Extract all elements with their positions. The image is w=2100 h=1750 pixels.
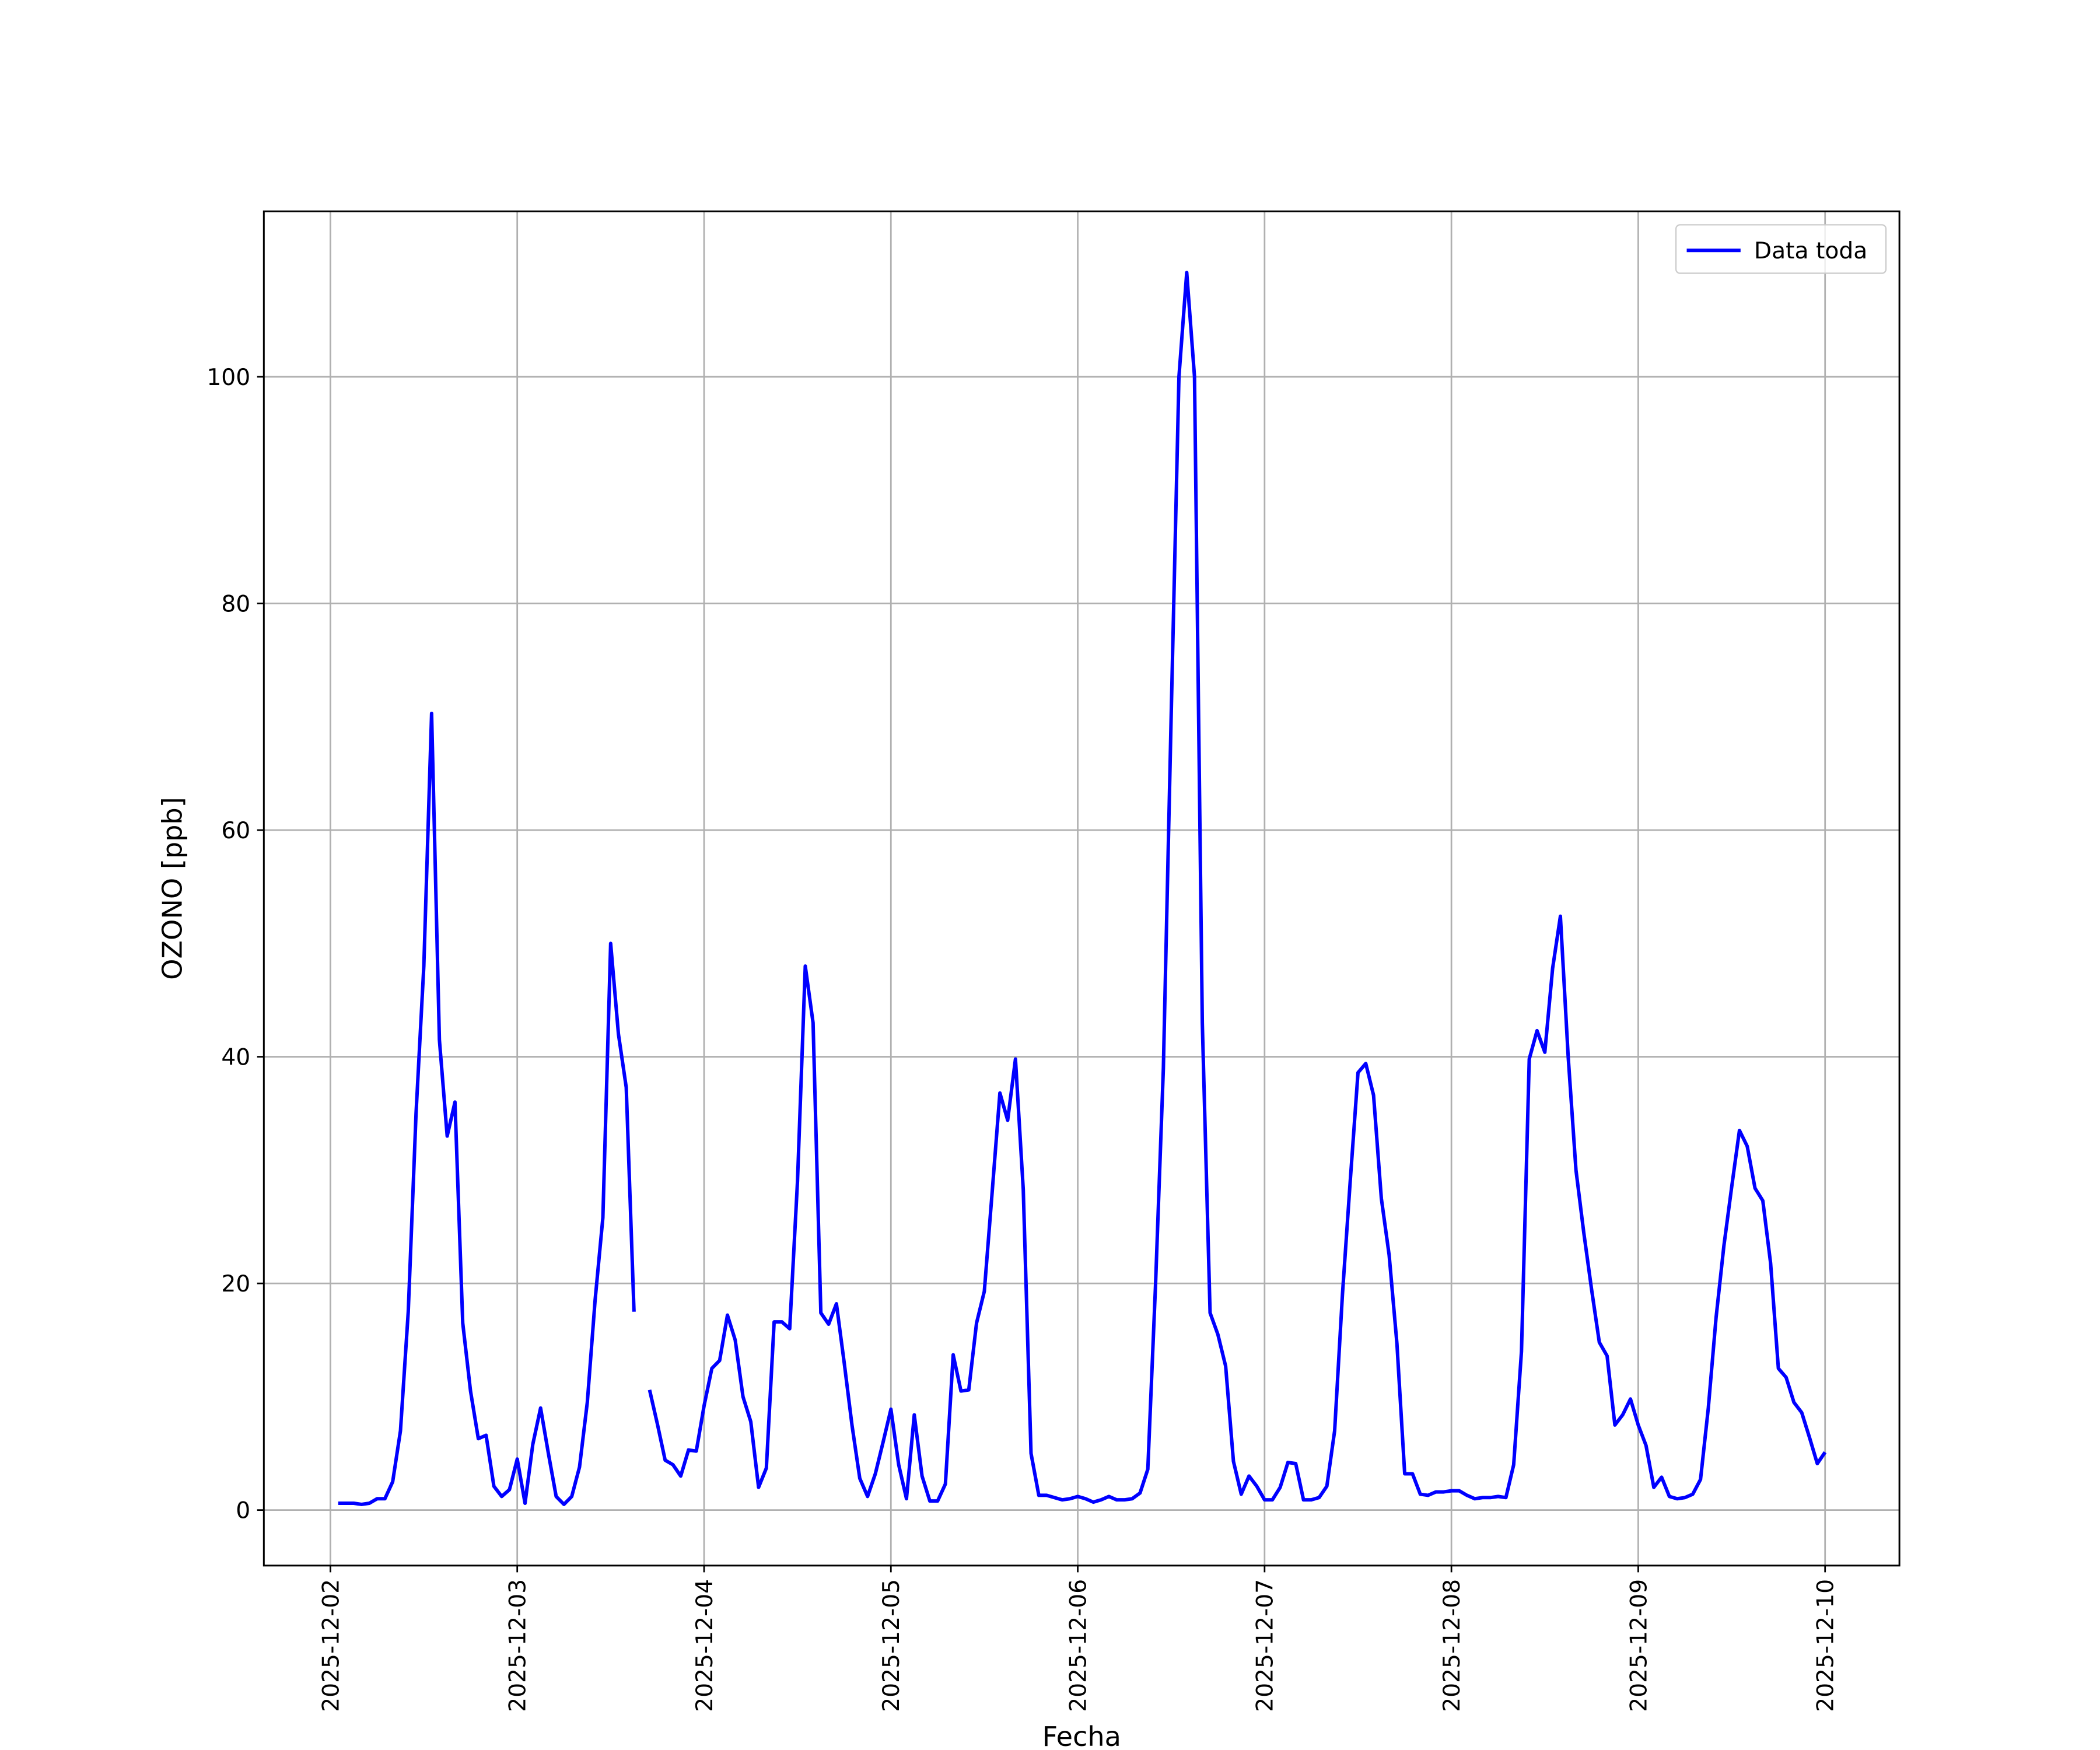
x-tick-label: 2025-12-05 [878, 1579, 905, 1712]
y-axis-label: OZONO [ppb] [157, 797, 188, 980]
ticks: 0 20 40 60 80 100 2025-12-02 2025-12-03 2025-12-… [206, 365, 1839, 1712]
y-tick-label: 100 [206, 365, 250, 391]
y-tick-label: 0 [236, 1497, 250, 1524]
y-tick-label: 40 [221, 1044, 250, 1070]
data-line [648, 271, 1827, 1504]
plot-lines [338, 271, 1827, 1506]
x-tick-label: 2025-12-09 [1626, 1579, 1652, 1712]
x-tick-label: 2025-12-02 [318, 1579, 344, 1712]
plot-frame [262, 210, 1901, 1567]
data-line [338, 711, 636, 1506]
y-tick-label: 20 [221, 1271, 250, 1297]
x-tick-label: 2025-12-03 [505, 1579, 531, 1712]
legend-box [1675, 224, 1887, 274]
x-tick-label: 2025-12-08 [1439, 1579, 1465, 1712]
legend-label: Data toda [1754, 238, 1867, 264]
x-axis-label: Fecha [1042, 1721, 1121, 1750]
y-tick-label: 80 [221, 591, 250, 617]
x-tick-label: 2025-12-07 [1252, 1579, 1279, 1712]
x-tick-label: 2025-12-06 [1065, 1579, 1091, 1712]
x-tick-label: 2025-12-10 [1813, 1579, 1839, 1712]
grid [264, 211, 1900, 1566]
y-tick-label: 60 [221, 818, 250, 844]
x-tick-label: 2025-12-04 [692, 1579, 718, 1712]
legend: Data toda [1675, 224, 1887, 274]
